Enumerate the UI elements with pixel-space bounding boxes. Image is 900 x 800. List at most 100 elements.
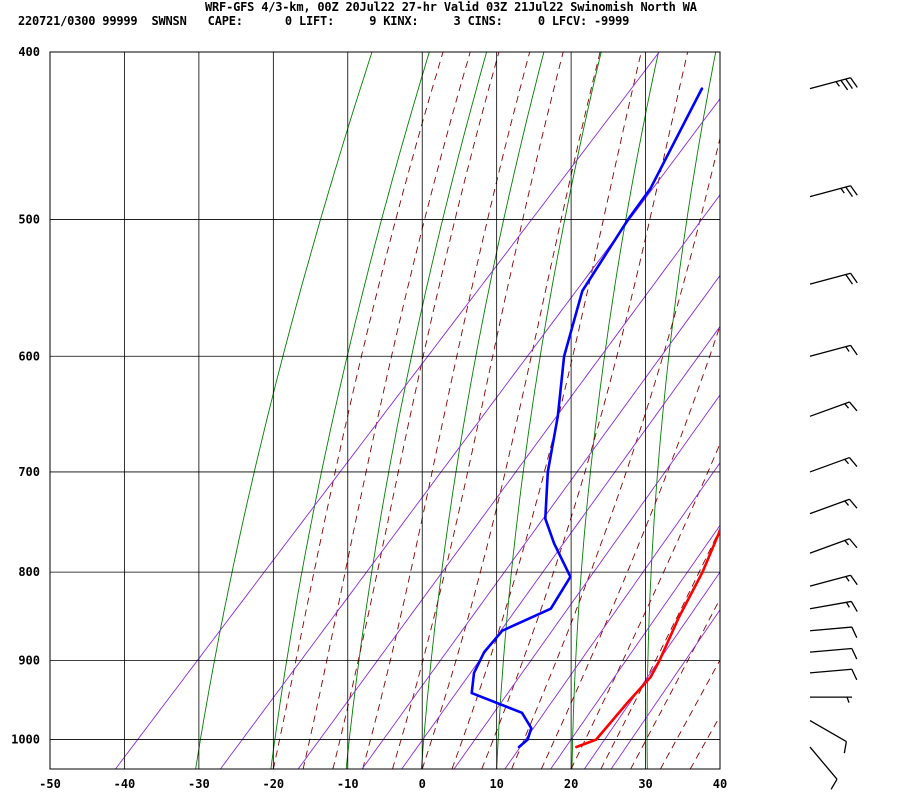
barb-flag: [851, 648, 858, 660]
y-tick-label: 400: [18, 45, 40, 59]
wind-barb: [809, 344, 858, 357]
x-tick-label: 0: [419, 777, 426, 791]
mixing-ratio-line: [220, 98, 720, 769]
y-tick-label: 700: [18, 465, 40, 479]
moist-adiabat: [689, 715, 720, 769]
barb-flag: [840, 79, 849, 91]
barb-staff: [809, 600, 852, 610]
barb-flag: [843, 741, 848, 754]
barb-staff: [809, 456, 850, 473]
moist-adiabat: [481, 52, 689, 769]
mixing-ratio-line: [115, 52, 660, 769]
barb-half-flag: [840, 187, 845, 194]
wind-barbs: [809, 77, 858, 790]
barb-flag: [850, 185, 858, 196]
barb-staff: [809, 746, 838, 780]
x-tick-label: -40: [114, 777, 136, 791]
y-tick-label: 800: [18, 565, 40, 579]
wind-barb: [809, 647, 858, 660]
barb-half-flag: [835, 81, 840, 87]
wind-barb: [809, 272, 858, 285]
barb-staff: [809, 538, 850, 554]
y-tick-label: 900: [18, 654, 40, 668]
moist-adiabat: [570, 442, 720, 769]
plot-frame: [49, 51, 721, 770]
tick-labels: -50 -40 -30 -20 -10 0 10 20 30 40 400 500 600 700 800 9…: [11, 45, 727, 791]
mixing-ratio-line: [610, 609, 720, 769]
moist-adiabat: [362, 52, 531, 769]
barb-flag: [848, 401, 858, 412]
barb-staff: [809, 272, 851, 285]
x-tick-label: 10: [489, 777, 503, 791]
barb-flag: [845, 186, 853, 197]
y-tick-label: 600: [18, 349, 40, 363]
wind-barb: [809, 538, 858, 554]
barb-half-flag: [845, 576, 850, 582]
moist-adiabat: [391, 52, 564, 769]
barb-flag: [848, 538, 858, 549]
barb-staff: [809, 574, 851, 587]
wind-barb: [809, 401, 858, 417]
chart-subtitle-indices: 220721/0300 99999 SWNSN CAPE: 0 LIFT: 9 …: [18, 14, 630, 28]
barb-flag: [850, 345, 858, 356]
x-tick-label: 20: [564, 777, 578, 791]
dewpoint-profile: [470, 87, 704, 749]
barb-staff: [809, 185, 851, 198]
barb-flag: [850, 574, 858, 586]
barb-flag: [830, 778, 838, 790]
mixing-ratio-line: [297, 194, 720, 769]
dry-adiabat: [496, 52, 602, 769]
chart-title: WRF-GFS 4/3-km, 00Z 20Jul22 27-hr Valid …: [205, 0, 697, 14]
barb-staff: [809, 401, 850, 417]
background-lines: [115, 52, 887, 769]
moist-adiabat: [332, 52, 500, 769]
wind-barb: [809, 185, 858, 198]
mixing-ratio-line: [584, 571, 720, 769]
barb-flag: [851, 626, 858, 638]
mixing-ratio-line: [550, 524, 720, 769]
barb-half-flag: [845, 601, 850, 608]
barb-half-flag: [844, 540, 850, 546]
x-tick-label: -20: [262, 777, 284, 791]
wind-barb: [809, 720, 848, 754]
moist-adiabat: [630, 597, 720, 769]
barb-flag: [848, 457, 858, 467]
x-tick-label: 30: [638, 777, 652, 791]
dry-adiabat: [345, 52, 488, 769]
dry-adiabat: [270, 52, 430, 769]
moist-adiabat: [451, 52, 642, 769]
y-tick-label: 500: [18, 212, 40, 226]
mixing-ratio-line: [361, 274, 720, 769]
dry-adiabat: [420, 52, 545, 769]
barb-staff: [809, 498, 850, 515]
barb-half-flag: [846, 696, 850, 703]
grid: [49, 51, 721, 770]
dry-adiabat: [571, 52, 659, 769]
barb-staff: [809, 668, 852, 674]
barb-half-flag: [845, 346, 850, 352]
barb-staff: [809, 626, 852, 632]
moist-adiabat: [511, 136, 720, 769]
dry-adiabat: [195, 52, 373, 769]
wind-barb: [809, 574, 858, 587]
temperature-profile: [575, 526, 720, 749]
wind-barb: [809, 456, 858, 473]
mixing-ratio-line: [453, 394, 720, 769]
barb-half-flag: [844, 403, 850, 409]
moist-adiabat: [272, 52, 444, 769]
barb-staff: [809, 720, 847, 743]
barb-flag: [845, 78, 853, 89]
wind-barb: [809, 746, 838, 790]
barb-flag: [850, 77, 858, 88]
x-tick-label: -10: [337, 777, 359, 791]
wind-barb: [809, 77, 858, 91]
y-tick-label: 1000: [11, 733, 40, 747]
barb-flag: [850, 601, 858, 612]
wind-barb: [809, 498, 858, 515]
barb-half-flag: [844, 458, 850, 465]
x-tick-label: -30: [188, 777, 210, 791]
wind-barb: [809, 600, 858, 612]
dry-adiabat: [859, 52, 887, 769]
x-tick-label: -50: [39, 777, 61, 791]
